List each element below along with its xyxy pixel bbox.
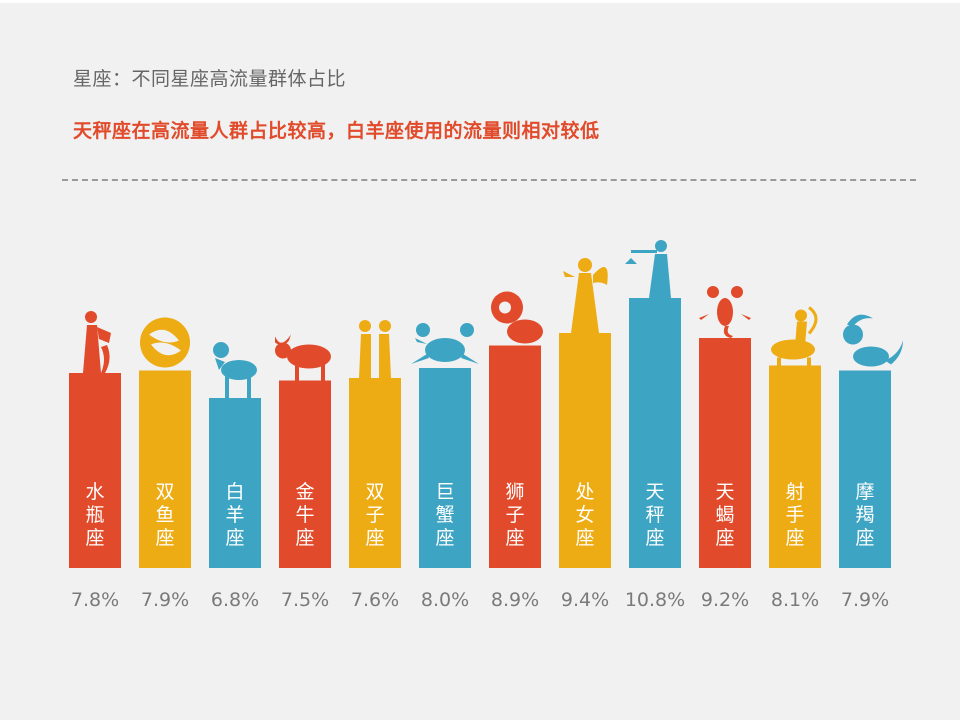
value-label: 7.8% xyxy=(71,589,119,611)
bar-射手座 xyxy=(769,365,821,568)
chart-subtitle: 天秤座在高流量人群占比较高，白羊座使用的流量则相对较低 xyxy=(73,120,600,142)
value-label: 8.9% xyxy=(491,589,539,611)
category-label: 射手座 xyxy=(785,481,804,549)
bar-双鱼座 xyxy=(139,370,191,568)
chart-title: 星座：不同星座高流量群体占比 xyxy=(73,68,347,90)
category-label: 金牛座 xyxy=(295,481,314,549)
bar-巨蟹座 xyxy=(419,368,471,568)
dashed-divider xyxy=(62,179,916,181)
bar-金牛座 xyxy=(279,380,331,568)
bar-狮子座 xyxy=(489,345,541,568)
libra-icon xyxy=(625,240,671,298)
top-border xyxy=(0,0,960,3)
value-label: 7.5% xyxy=(281,589,329,611)
value-label: 10.8% xyxy=(625,589,685,611)
pisces-icon xyxy=(140,317,190,368)
value-label: 9.4% xyxy=(561,589,609,611)
bar-双子座 xyxy=(349,378,401,568)
aries-icon xyxy=(213,342,257,398)
category-label: 天蝎座 xyxy=(715,481,734,549)
value-label: 7.9% xyxy=(141,589,189,611)
sagittarius-icon xyxy=(771,306,818,366)
scorpio-icon xyxy=(699,286,751,338)
taurus-icon xyxy=(275,334,331,381)
value-label: 6.8% xyxy=(211,589,259,611)
category-label: 双鱼座 xyxy=(155,481,174,549)
bar-天蝎座 xyxy=(699,338,751,568)
value-label: 8.0% xyxy=(421,589,469,611)
category-label: 水瓶座 xyxy=(85,481,104,549)
value-label: 9.2% xyxy=(701,589,749,611)
cancer-icon xyxy=(411,323,479,364)
value-label: 7.6% xyxy=(351,589,399,611)
bar-处女座 xyxy=(559,333,611,568)
gemini-icon xyxy=(359,320,391,378)
category-label: 狮子座 xyxy=(505,481,524,549)
category-label: 白羊座 xyxy=(225,481,244,549)
category-label: 双子座 xyxy=(365,481,384,549)
aquarius-icon xyxy=(83,311,111,373)
virgo-icon xyxy=(563,258,608,333)
value-label: 7.9% xyxy=(841,589,889,611)
capricorn-icon xyxy=(843,314,903,367)
bar-天秤座 xyxy=(629,298,681,568)
category-label: 摩羯座 xyxy=(855,481,874,549)
leo-icon xyxy=(491,291,543,344)
category-label: 天秤座 xyxy=(645,481,664,549)
bar-白羊座 xyxy=(209,398,261,568)
value-label: 8.1% xyxy=(771,589,819,611)
bar-摩羯座 xyxy=(839,370,891,568)
category-label: 处女座 xyxy=(575,481,594,549)
bar-水瓶座 xyxy=(69,373,121,568)
category-label: 巨蟹座 xyxy=(435,481,454,549)
